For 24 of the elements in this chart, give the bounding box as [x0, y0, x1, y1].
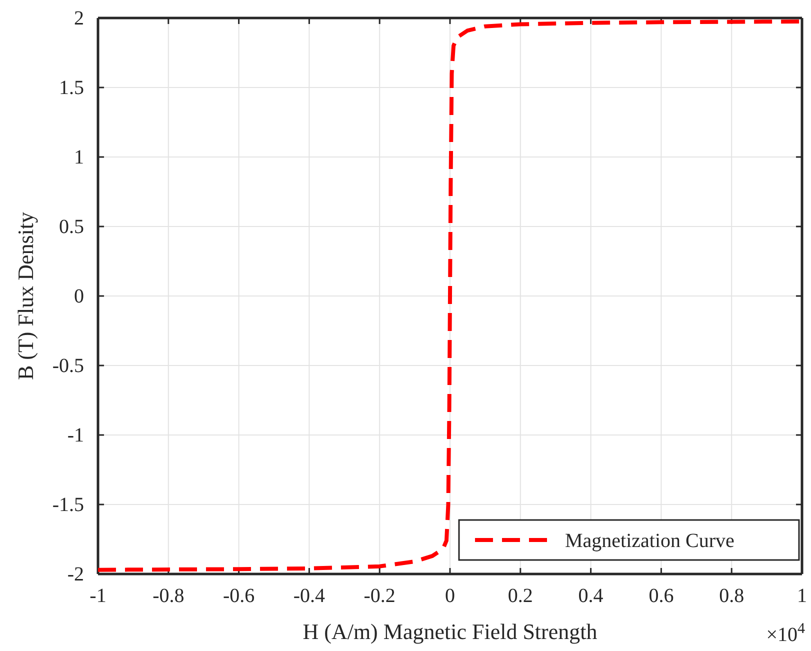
x-tick-label: -0.4 — [293, 585, 326, 608]
y-axis-title: B (T) Flux Density — [13, 212, 38, 380]
y-tick-label: 1.5 — [59, 76, 84, 99]
x-tick-label: -1 — [90, 585, 106, 608]
y-tick-label: 2 — [74, 7, 84, 30]
x-tick-label: -0.8 — [152, 585, 184, 608]
x-tick-label: 1 — [797, 585, 807, 608]
x-tick-label: 0.4 — [578, 585, 604, 608]
y-tick-label: -2 — [67, 563, 84, 586]
x-tick-label: 0.8 — [719, 585, 744, 608]
y-tick-label: 0.5 — [59, 216, 84, 238]
x-axis-title: H (A/m) Magnetic Field Strength — [302, 619, 598, 644]
x-tick-label: -0.6 — [222, 585, 255, 608]
y-tick-label: -1.5 — [52, 494, 84, 516]
x-tick-label: -0.2 — [364, 585, 396, 608]
y-tick-label: 0 — [74, 285, 84, 308]
legend-label: Magnetization Curve — [565, 530, 735, 552]
y-tick-label: -1 — [67, 424, 84, 446]
y-tick-label: -0.5 — [52, 354, 84, 377]
y-tick-label: 1 — [74, 146, 84, 168]
x-tick-label: 0 — [445, 585, 455, 608]
x-tick-label: 0.6 — [648, 585, 674, 608]
x-tick-label: 0.2 — [508, 585, 533, 608]
text: ×10$^{4}$ — [766, 621, 806, 646]
